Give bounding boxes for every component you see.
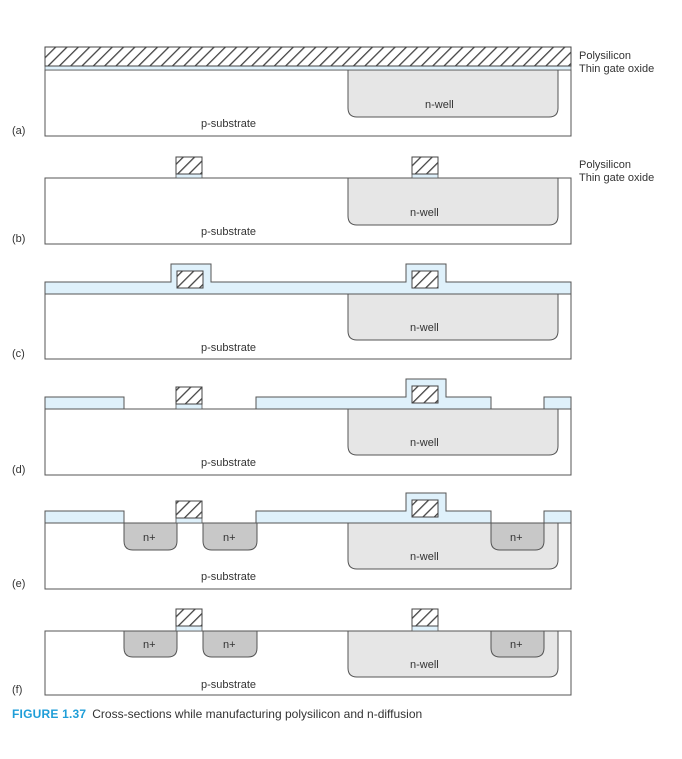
polysilicon-layer: [44, 46, 572, 67]
oxide-segment: [44, 510, 125, 524]
gate-oxide: [411, 173, 439, 179]
oxide-segment: [44, 396, 125, 410]
polysilicon-gate: [411, 499, 439, 518]
n-well-label: n-well: [425, 99, 454, 111]
panel-label: (b): [12, 233, 25, 245]
oxide-segment: [255, 492, 492, 524]
polysilicon-gate: [175, 386, 203, 405]
panel-label: (f): [12, 684, 22, 696]
n-well-label: n-well: [410, 551, 439, 563]
polysilicon-gate: [411, 156, 439, 175]
n-well: [347, 408, 559, 456]
gate-oxide: [175, 173, 203, 179]
n-plus-diffusion: [202, 522, 258, 551]
p-substrate-label: p-substrate: [201, 571, 256, 583]
gate-oxide: [175, 625, 203, 632]
p-substrate-label: p-substrate: [201, 118, 256, 130]
n-plus-diffusion: [490, 522, 545, 551]
n-well: [347, 293, 559, 341]
oxide-segment: [543, 396, 572, 410]
n-well-label: n-well: [410, 437, 439, 449]
n-plus-label: n+: [223, 532, 236, 544]
panel-f: n+ n+ n+ n-well p-substrate (f): [12, 608, 572, 696]
n-well: [347, 177, 559, 226]
n-plus-label: n+: [143, 532, 156, 544]
panel-a: n-well p-substrate (a) Polysilicon Thin …: [12, 46, 654, 137]
n-well-label: n-well: [410, 659, 439, 671]
gate-oxide: [411, 625, 439, 632]
field-oxide-layer: [44, 263, 572, 295]
n-plus-diffusion: [123, 630, 178, 658]
polysilicon-gate: [176, 270, 204, 289]
n-well-label: n-well: [410, 322, 439, 334]
n-well: [347, 69, 559, 118]
panel-b: n-well p-substrate (b) Polysilicon Thin …: [12, 156, 654, 245]
n-plus-label: n+: [223, 639, 236, 651]
thin-gate-oxide-legend: Thin gate oxide: [579, 63, 654, 75]
polysilicon-gate: [411, 385, 439, 404]
gate-oxide: [175, 517, 203, 524]
panel-label: (c): [12, 348, 25, 360]
panel-d: n-well p-substrate (d): [12, 378, 572, 476]
thin-gate-oxide-legend: Thin gate oxide: [579, 172, 654, 184]
thin-gate-oxide-layer: [44, 65, 572, 71]
n-well-label: n-well: [410, 207, 439, 219]
p-substrate-label: p-substrate: [201, 679, 256, 691]
p-substrate-label: p-substrate: [201, 226, 256, 238]
polysilicon-gate: [175, 608, 203, 627]
figure-caption: FIGURE 1.37 Cross-sections while manufact…: [12, 707, 422, 721]
panel-label: (d): [12, 464, 25, 476]
polysilicon-legend: Polysilicon: [579, 159, 631, 171]
p-substrate-label: p-substrate: [201, 342, 256, 354]
n-plus-label: n+: [510, 639, 523, 651]
n-plus-label: n+: [510, 532, 523, 544]
panel-c: n-well p-substrate (c): [12, 263, 572, 360]
polysilicon-gate: [175, 500, 203, 519]
polysilicon-legend: Polysilicon: [579, 50, 631, 62]
n-plus-label: n+: [143, 639, 156, 651]
caption-text: Cross-sections while manufacturing polys…: [92, 707, 423, 721]
panel-e: n+ n+ n+ n-well p-substrate (e): [12, 492, 572, 590]
figure-number: FIGURE 1.37: [12, 707, 87, 721]
oxide-segment: [543, 510, 572, 524]
polysilicon-gate: [175, 156, 203, 175]
panel-label: (e): [12, 578, 25, 590]
panel-label: (a): [12, 125, 25, 137]
polysilicon-gate: [411, 608, 439, 627]
oxide-segment: [255, 378, 492, 410]
p-substrate-label: p-substrate: [201, 457, 256, 469]
polysilicon-gate: [411, 270, 439, 289]
n-plus-diffusion: [123, 522, 178, 551]
n-plus-diffusion: [490, 630, 545, 658]
n-plus-diffusion: [202, 630, 258, 658]
gate-oxide: [175, 403, 203, 410]
